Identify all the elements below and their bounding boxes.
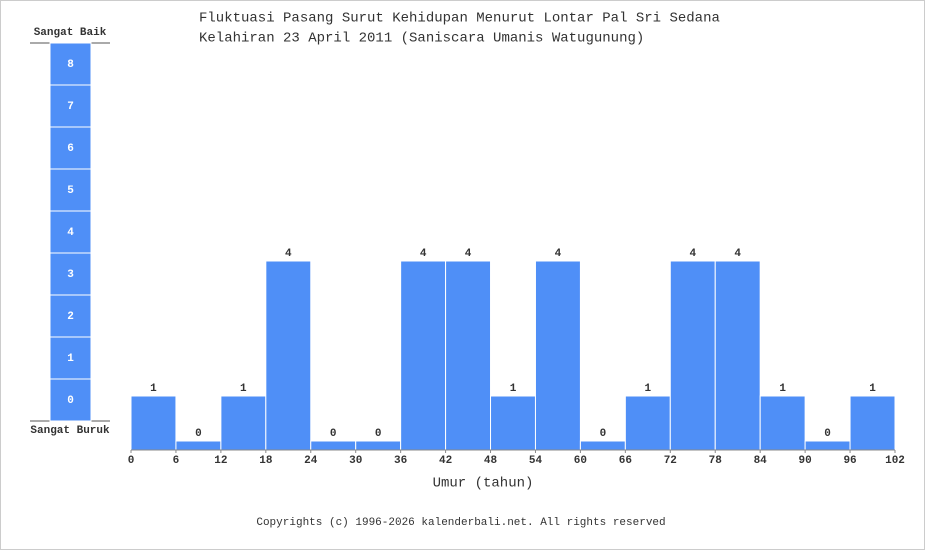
scale-level: 5 — [67, 185, 74, 197]
scale-cell — [49, 42, 92, 86]
value-label: 4 — [689, 248, 696, 260]
scale-cell — [49, 210, 92, 254]
scale-level: 3 — [67, 269, 74, 281]
bar — [175, 440, 222, 451]
bar — [355, 440, 402, 451]
x-tick-label: 72 — [664, 455, 677, 467]
bar — [490, 395, 536, 451]
x-tick-label: 24 — [304, 455, 318, 467]
scale-level: 4 — [67, 227, 74, 239]
x-tick-label: 60 — [574, 455, 587, 467]
value-label: 0 — [824, 428, 831, 440]
bar — [579, 440, 626, 451]
scale-top-label: Sangat Baik — [34, 27, 107, 39]
x-tick-label: 66 — [619, 455, 632, 467]
x-tick-label: 102 — [885, 455, 905, 467]
x-tick-label: 90 — [799, 455, 812, 467]
bar — [624, 395, 671, 451]
value-label: 0 — [330, 428, 337, 440]
scale-cell — [49, 294, 92, 338]
value-label: 1 — [779, 383, 786, 395]
value-label: 1 — [150, 383, 157, 395]
value-label: 4 — [465, 248, 472, 260]
value-label: 0 — [375, 428, 382, 440]
scale-level: 7 — [67, 101, 74, 113]
value-label: 0 — [600, 428, 607, 440]
scale-cell — [49, 126, 92, 170]
bar — [669, 260, 716, 451]
x-tick-label: 54 — [529, 455, 543, 467]
x-tick-label: 48 — [484, 455, 498, 467]
value-label: 1 — [240, 383, 247, 395]
bar — [759, 395, 806, 451]
x-tick-label: 30 — [349, 455, 362, 467]
x-tick-label: 18 — [259, 455, 273, 467]
bar — [849, 395, 896, 451]
footer: Copyrights (c) 1996-2026 kalenderbali.ne… — [256, 517, 665, 529]
x-tick-label: 42 — [439, 455, 452, 467]
x-tick-label: 84 — [754, 455, 768, 467]
scale-cell — [49, 168, 92, 212]
scale-level: 2 — [67, 311, 74, 323]
value-label: 1 — [869, 383, 876, 395]
value-label: 4 — [734, 248, 741, 260]
x-tick-label: 78 — [709, 455, 723, 467]
bar — [400, 260, 447, 451]
value-label: 4 — [420, 248, 427, 260]
x-axis-title: Umur (tahun) — [433, 476, 534, 492]
scale-level: 1 — [67, 353, 74, 365]
value-label: 0 — [195, 428, 202, 440]
bar — [130, 395, 177, 451]
bar — [445, 260, 492, 451]
chart-subtitle: Kelahiran 23 April 2011 (Saniscara Umani… — [199, 31, 644, 47]
scale-level: 6 — [67, 143, 74, 155]
x-tick-label: 12 — [214, 455, 227, 467]
x-tick-label: 36 — [394, 455, 407, 467]
bar — [804, 440, 851, 451]
bar — [534, 260, 581, 451]
bar — [220, 395, 267, 451]
chart-title: Fluktuasi Pasang Surut Kehidupan Menurut… — [199, 11, 720, 27]
x-tick-label: 6 — [173, 455, 180, 467]
scale-level: 8 — [67, 59, 74, 71]
scale-bottom-label: Sangat Buruk — [30, 425, 110, 437]
scale-level: 0 — [67, 395, 74, 407]
bar — [714, 260, 761, 451]
value-label: 4 — [285, 248, 292, 260]
x-tick-label: 0 — [128, 455, 135, 467]
value-label: 1 — [645, 383, 652, 395]
value-label: 4 — [555, 248, 562, 260]
bar — [310, 440, 357, 451]
x-tick-label: 96 — [843, 455, 856, 467]
scale-cell — [49, 336, 92, 380]
value-label: 1 — [510, 383, 517, 395]
bar — [265, 260, 312, 451]
scale-cell — [49, 84, 92, 128]
